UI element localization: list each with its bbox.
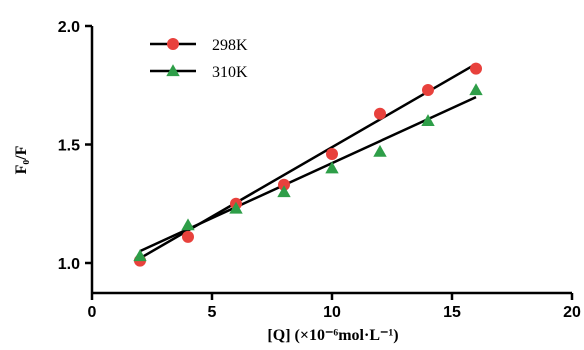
- data-point-310k: [373, 144, 387, 157]
- legend-label: 298K: [212, 37, 248, 54]
- data-point-310k: [325, 161, 339, 174]
- data-point-310k: [181, 218, 195, 231]
- x-tick-label: 0: [88, 304, 97, 321]
- legend-marker: [167, 38, 179, 50]
- x-tick-label: 15: [443, 304, 461, 321]
- data-point-298k: [182, 230, 194, 243]
- y-tick-label: 1.0: [58, 256, 80, 273]
- data-point-298k: [422, 83, 434, 96]
- data-point-310k: [277, 185, 291, 198]
- data-point-310k: [229, 201, 243, 214]
- data-point-298k: [278, 178, 290, 191]
- data-point-298k: [374, 107, 386, 120]
- y-tick-label: 1.5: [58, 138, 80, 155]
- data-point-310k: [421, 114, 435, 126]
- data-point-298k: [326, 147, 338, 160]
- legend-label: 310K: [212, 64, 248, 81]
- x-tick-label: 5: [208, 304, 217, 321]
- y-tick-label: 2.0: [58, 19, 80, 36]
- y-axis-title: F₀/F: [13, 145, 30, 174]
- x-tick-label: 10: [323, 304, 341, 321]
- data-point-298k: [470, 62, 482, 75]
- plot-area: 0 5 10 15 20 1.0 1.5 2.0 298K 310K: [58, 19, 581, 321]
- legend-marker: [166, 64, 180, 77]
- fit-line-310k: [139, 95, 477, 253]
- x-tick-label: 20: [563, 304, 581, 321]
- data-point-310k: [133, 249, 147, 262]
- data-point-310k: [469, 83, 483, 96]
- x-axis-title: [Q] (×10⁻⁶mol·L⁻¹): [267, 327, 398, 344]
